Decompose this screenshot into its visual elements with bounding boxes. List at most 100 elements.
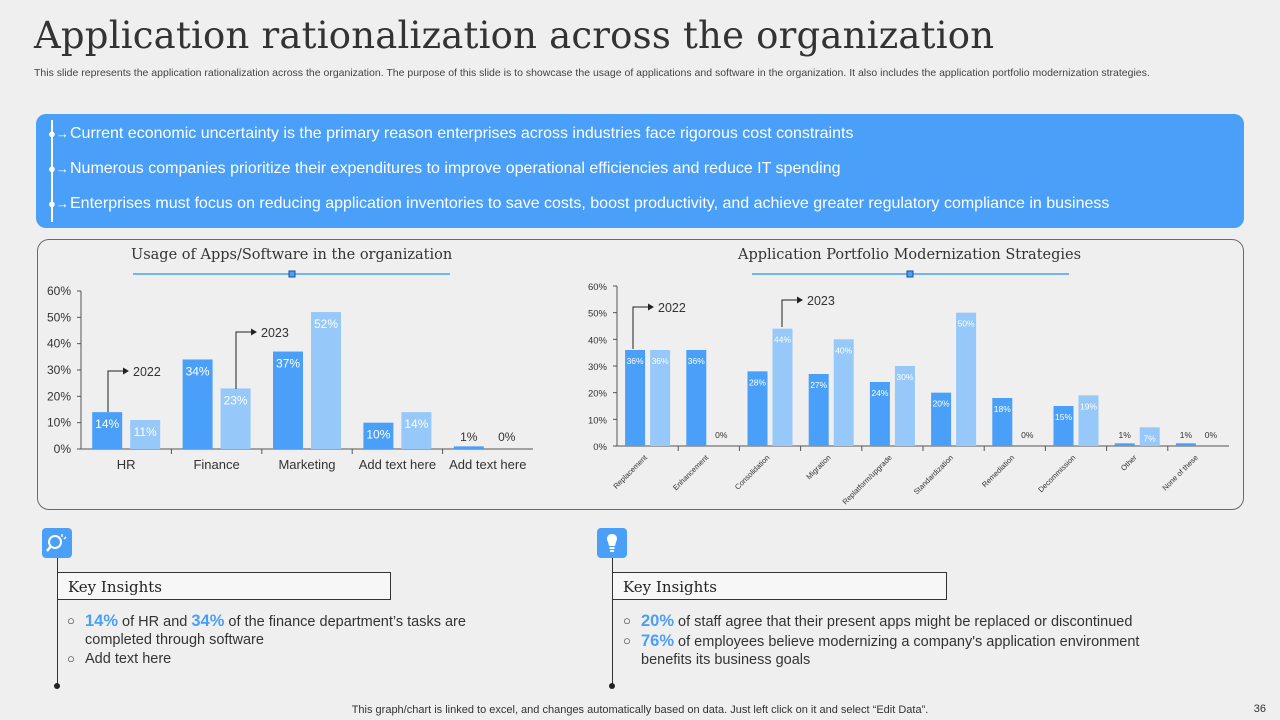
bar-2022 (1175, 443, 1196, 446)
bar-2022 (363, 422, 394, 449)
x-tick-label: Add text here (449, 457, 526, 472)
callout-2023-strategies-arrowhead (797, 296, 803, 304)
x-tick-label: Enhancement (671, 452, 711, 492)
data-label: 1% (460, 430, 478, 444)
data-label: 19% (1080, 401, 1097, 411)
search-insight-icon (42, 528, 72, 558)
callout-2023-line (235, 331, 251, 389)
chart-title-strategies: Application Portfolio Modernization Stra… (738, 247, 1082, 263)
bar-2022 (1053, 406, 1074, 446)
insight-item: ○ 76% of employees believe modernizing a… (623, 632, 1163, 669)
circle-bullet-icon: ○ (623, 613, 631, 628)
banner-bullet-text: Numerous companies prioritize their expe… (70, 160, 841, 177)
insight-item: ○ Add text here (67, 650, 487, 668)
circle-bullet-icon: ○ (67, 613, 75, 628)
insight-highlight: 14% (85, 612, 119, 630)
y-tick-label: 40% (588, 335, 608, 346)
y-tick-label: 10% (47, 416, 71, 430)
callout-2023-strategies-label: 2023 (807, 294, 835, 308)
bar-2022 (931, 392, 952, 446)
insight-connector-dot (609, 683, 615, 689)
banner-bullet: ●→Numerous companies prioritize their ex… (48, 160, 1228, 178)
data-label: 37% (276, 357, 300, 371)
title-underline-strategies-marker (906, 270, 914, 278)
data-label: 52% (314, 317, 338, 331)
x-tick-label: Migration (804, 453, 832, 481)
y-tick-label: 0% (54, 442, 72, 456)
insight-text: of the finance department’s tasks are co… (85, 614, 466, 648)
y-tick-label: 40% (47, 337, 71, 351)
x-tick-label: Other (1119, 453, 1139, 473)
callout-2023-arrowhead (251, 328, 257, 336)
data-label: 0% (715, 430, 728, 440)
x-tick-label: None of these (1160, 453, 1199, 492)
data-label: 11% (134, 425, 157, 439)
y-tick-label: 60% (588, 282, 608, 293)
bar-2023 (1078, 395, 1099, 446)
callout-2022-arrowhead (123, 367, 129, 375)
bar-2022 (92, 412, 123, 449)
bar-2022 (182, 359, 213, 449)
bar-2022 (1114, 443, 1135, 446)
data-label: 36% (688, 356, 705, 366)
insight-text: of HR and (118, 614, 192, 630)
insight-item: ○ 14% of HR and 34% of the finance depar… (67, 612, 487, 649)
circle-bullet-icon: ○ (67, 651, 75, 666)
x-tick-label: Finance (193, 457, 239, 472)
bar-2023 (1139, 427, 1160, 446)
charts-panel (37, 239, 1244, 510)
arrow-icon: ●→ (48, 126, 69, 141)
data-label: 0% (1021, 430, 1034, 440)
x-tick-label: Marketing (278, 457, 335, 472)
banner-bullet-text: Enterprises must focus on reducing appli… (70, 195, 1110, 212)
data-label: 10% (366, 428, 390, 442)
data-label: 36% (652, 356, 669, 366)
title-underline-usage-marker (288, 270, 296, 278)
key-insights-list-left: ○ 14% of HR and 34% of the finance depar… (67, 612, 487, 669)
key-points-banner: ●→Current economic uncertainty is the pr… (36, 114, 1244, 228)
data-label: 30% (896, 372, 913, 382)
bar-2022 (747, 371, 768, 446)
bar-2023 (833, 339, 854, 446)
key-insights-heading-right: Key Insights (612, 572, 947, 600)
x-tick-label: Consolidation (733, 453, 772, 492)
data-label: 34% (186, 364, 210, 378)
insight-connector-line (612, 558, 613, 686)
insight-connector-dot (54, 683, 60, 689)
y-tick-label: 50% (47, 310, 71, 324)
y-tick-label: 20% (588, 389, 608, 400)
banner-bullet: ●→Current economic uncertainty is the pr… (48, 125, 1228, 143)
data-label: 15% (1055, 412, 1072, 422)
footer-note: This graph/chart is linked to excel, and… (351, 704, 929, 716)
insight-text: Add text here (85, 651, 172, 667)
circle-bullet-icon: ○ (623, 633, 631, 648)
x-tick-label: Add text here (359, 457, 436, 472)
bar-2022 (453, 446, 484, 449)
lightbulb-icon (597, 528, 627, 558)
banner-bullet: ●→Enterprises must focus on reducing app… (48, 195, 1228, 213)
callout-2023-strategies-line (781, 299, 797, 327)
x-tick-label: Replatform/upgrade (841, 453, 894, 506)
insight-highlight: 76% (641, 632, 675, 650)
y-tick-label: 50% (588, 309, 608, 320)
y-tick-label: 30% (588, 362, 608, 373)
data-label: 24% (871, 388, 888, 398)
bar-2023 (401, 412, 432, 449)
bar-2022 (869, 382, 890, 446)
arrow-icon: ●→ (48, 196, 69, 211)
bar-2022 (273, 351, 303, 449)
callout-2022-line (107, 370, 123, 412)
insight-text: of employees believe modernizing a compa… (641, 634, 1140, 668)
bar-2023 (772, 328, 793, 446)
x-tick-label: Standardization (912, 453, 955, 496)
arrow-icon: ●→ (48, 161, 69, 176)
callout-2022-strategies-line (632, 306, 648, 349)
insight-highlight: 20% (641, 612, 675, 630)
y-tick-label: 20% (47, 389, 71, 403)
page-title: Application rationalization across the o… (34, 14, 995, 57)
x-tick-label: HR (117, 457, 136, 472)
data-label: 0% (1205, 430, 1218, 440)
data-label: 50% (958, 319, 975, 329)
y-tick-label: 0% (593, 442, 607, 453)
